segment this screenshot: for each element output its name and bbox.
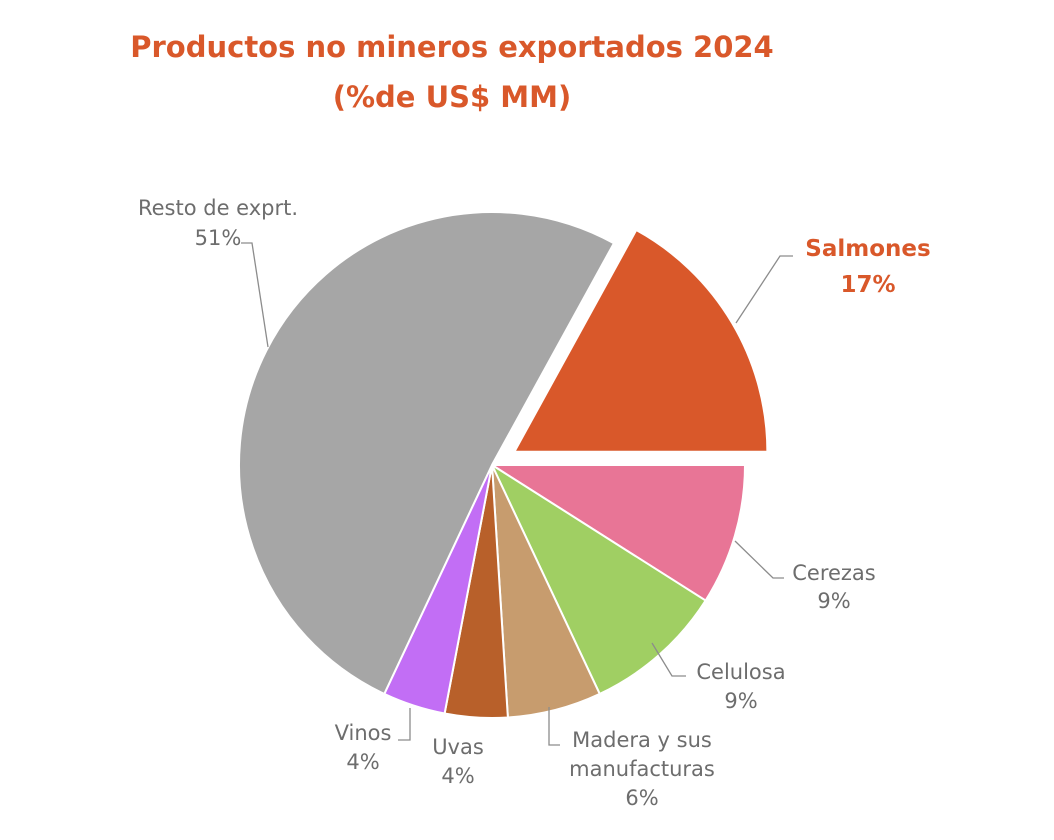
value-label-cerezas: 9% [817, 589, 850, 613]
category-label-vinos: Vinos [335, 721, 392, 745]
leader-salmones [735, 255, 793, 324]
category-label-resto-de-exprt: Resto de exprt. [138, 196, 298, 220]
category-label-celulosa: Celulosa [696, 660, 785, 684]
value-label-salmones: 17% [840, 272, 895, 298]
slice-labels: Salmones 17% Cerezas 9% Celulosa 9% Madera y s… [138, 196, 931, 810]
value-label-celulosa: 9% [724, 689, 757, 713]
leader-resto-de-exprt [241, 242, 269, 348]
category-label-madera-y-sus-manufacturas: Madera y sus [572, 728, 712, 752]
chart-title-line1: Productos no mineros exportados 2024 [130, 30, 774, 64]
category-label-uvas: Uvas [432, 735, 484, 759]
leader-cerezas [734, 540, 784, 579]
category-label-cerezas: Cerezas [792, 561, 876, 585]
slice-salmones [512, 228, 769, 453]
value-label-resto-de-exprt: 51% [195, 226, 242, 250]
category-label-madera-y-sus-manufacturas: manufacturas [569, 757, 715, 781]
category-label-salmones: Salmones [805, 236, 930, 262]
value-label-madera-y-sus-manufacturas: 6% [625, 786, 658, 810]
value-label-uvas: 4% [441, 764, 474, 788]
leader-celulosa [651, 642, 686, 677]
slice-resto-de-exprt [238, 211, 616, 696]
leader-vinos [398, 708, 411, 741]
leader-lines [241, 242, 793, 746]
value-label-vinos: 4% [346, 750, 379, 774]
chart-title-line2: (%de US$ MM) [332, 80, 572, 114]
pie-slices [238, 211, 769, 719]
slice-cerezas [488, 464, 747, 602]
leader-madera-y-sus-manufacturas [548, 707, 560, 746]
